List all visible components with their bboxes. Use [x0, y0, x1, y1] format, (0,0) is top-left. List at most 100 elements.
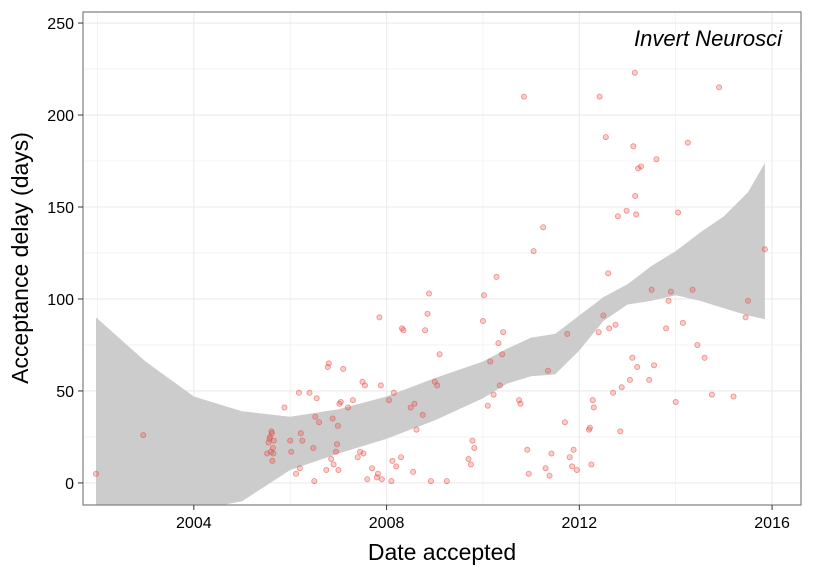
data-point [500, 329, 507, 336]
data-point [586, 424, 593, 431]
data-point [612, 321, 619, 328]
data-point [606, 325, 613, 332]
data-point [564, 330, 571, 337]
data-point [716, 84, 723, 91]
data-point [479, 317, 486, 324]
data-point [545, 367, 552, 374]
data-point [299, 437, 306, 444]
data-point [595, 329, 602, 336]
data-point [292, 470, 299, 477]
data-point [614, 213, 621, 220]
data-point [422, 327, 429, 334]
data-point [663, 325, 670, 332]
data-point [600, 312, 607, 319]
data-point [325, 360, 332, 367]
data-point [689, 286, 696, 293]
data-point [140, 432, 147, 439]
data-point [633, 211, 640, 218]
data-point [632, 192, 639, 199]
data-point [316, 419, 323, 426]
data-point [675, 209, 682, 216]
data-point [493, 273, 500, 280]
y-tick-label: 100 [47, 292, 74, 309]
data-point [424, 310, 431, 317]
data-point [407, 404, 414, 411]
data-point [590, 404, 597, 411]
data-point [701, 354, 708, 361]
y-axis-title: Acceptance delay (days) [7, 132, 33, 384]
data-point [540, 224, 547, 231]
data-point [281, 404, 288, 411]
data-point [296, 465, 303, 472]
data-point [610, 389, 617, 396]
data-point [333, 441, 340, 448]
data-point [745, 297, 752, 304]
data-point [588, 461, 595, 468]
data-point [311, 478, 318, 485]
data-point [354, 454, 361, 461]
data-point [648, 286, 655, 293]
data-point [730, 393, 737, 400]
data-point [328, 455, 335, 462]
data-point [653, 156, 660, 163]
data-point [742, 314, 749, 321]
data-point [561, 419, 568, 426]
data-point [313, 395, 320, 402]
data-point [679, 319, 686, 326]
data-point [623, 207, 630, 214]
data-point [517, 400, 524, 407]
data-point [487, 358, 494, 365]
data-point [638, 163, 645, 170]
x-tick-label: 2012 [562, 515, 598, 532]
data-point [425, 290, 432, 297]
data-point [496, 382, 503, 389]
data-point [374, 470, 381, 477]
data-point [413, 426, 420, 433]
data-point [602, 134, 609, 141]
data-point [436, 351, 443, 358]
data-point [427, 478, 434, 485]
data-point [297, 430, 304, 437]
data-point [471, 444, 478, 451]
data-point [605, 270, 612, 277]
data-point [337, 398, 344, 405]
data-point [667, 288, 674, 295]
y-tick-label: 0 [65, 476, 74, 493]
data-point [288, 448, 295, 455]
data-point [525, 470, 532, 477]
data-point [334, 422, 341, 429]
data-point [344, 404, 351, 411]
y-tick-label: 200 [47, 108, 74, 125]
data-point [626, 376, 633, 383]
data-point [389, 457, 396, 464]
data-point [596, 93, 603, 100]
data-point [306, 389, 313, 396]
data-point [520, 93, 527, 100]
data-point [546, 472, 553, 479]
data-point [651, 362, 658, 369]
data-point [268, 430, 275, 437]
data-point [480, 292, 487, 299]
data-point [312, 413, 319, 420]
data-point [566, 454, 573, 461]
data-point [269, 457, 276, 464]
y-tick-label: 150 [47, 200, 74, 217]
x-axis-title: Date accepted [368, 539, 516, 565]
data-point [443, 478, 450, 485]
data-point [617, 428, 624, 435]
data-point [410, 468, 417, 475]
journal-annotation: Invert Neurosci [634, 26, 783, 51]
data-point [390, 389, 397, 396]
data-point [524, 446, 531, 453]
data-point [400, 327, 407, 334]
y-tick-label: 250 [47, 16, 74, 33]
data-point [376, 314, 383, 321]
data-point [630, 143, 637, 150]
data-point [694, 341, 701, 348]
data-point [329, 415, 336, 422]
data-point [349, 397, 356, 404]
confidence-ribbon-layer [96, 162, 765, 505]
plot-border [82, 11, 802, 506]
data-point [287, 437, 294, 444]
data-point [434, 382, 441, 389]
